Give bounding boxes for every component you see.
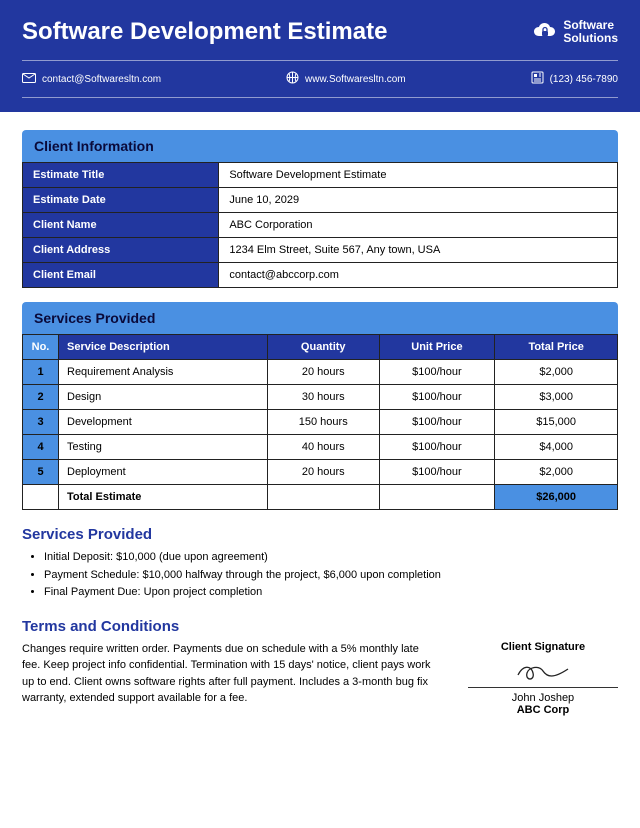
client-info-table: Estimate TitleSoftware Development Estim… (22, 162, 618, 288)
col-total: Total Price (495, 335, 618, 360)
client-info-row: Client Address1234 Elm Street, Suite 567… (23, 238, 618, 263)
col-desc: Service Description (59, 335, 268, 360)
client-info-value: June 10, 2029 (219, 188, 618, 213)
service-no: 4 (23, 435, 59, 460)
client-info-label: Client Name (23, 213, 219, 238)
payment-item: Initial Deposit: $10,000 (due upon agree… (44, 549, 618, 567)
page-title: Software Development Estimate (22, 18, 387, 46)
company-name: Software Solutions (563, 19, 618, 45)
client-info-row: Estimate TitleSoftware Development Estim… (23, 163, 618, 188)
service-desc: Testing (59, 435, 268, 460)
client-info-value: 1234 Elm Street, Suite 567, Any town, US… (219, 238, 618, 263)
service-no: 5 (23, 460, 59, 485)
globe-icon (286, 71, 299, 87)
service-total: $2,000 (495, 460, 618, 485)
signature-company: ABC Corp (468, 704, 618, 716)
total-row: Total Estimate $26,000 (23, 485, 618, 510)
service-unit: $100/hour (379, 410, 495, 435)
payments-list: Initial Deposit: $10,000 (due upon agree… (22, 549, 618, 602)
terms-text: Changes require written order. Payments … (22, 641, 440, 707)
signature-name: John Joshep (468, 692, 618, 704)
service-unit: $100/hour (379, 435, 495, 460)
service-unit: $100/hour (379, 460, 495, 485)
client-info-label: Client Email (23, 263, 219, 288)
service-row: 5Deployment20 hours$100/hour$2,000 (23, 460, 618, 485)
service-qty: 20 hours (267, 460, 379, 485)
col-qty: Quantity (267, 335, 379, 360)
service-unit: $100/hour (379, 360, 495, 385)
service-total: $15,000 (495, 410, 618, 435)
services-heading: Services Provided (22, 302, 618, 334)
service-qty: 40 hours (267, 435, 379, 460)
contact-phone: (123) 456-7890 (531, 71, 618, 87)
contact-email: contact@Softwaresltn.com (22, 72, 161, 87)
service-total: $3,000 (495, 385, 618, 410)
bottom-row: Changes require written order. Payments … (22, 641, 618, 716)
signature-scribble (468, 659, 618, 685)
contact-row: contact@Softwaresltn.com www.Softwareslt… (22, 65, 618, 93)
signature-label: Client Signature (468, 641, 618, 653)
signature-block: Client Signature John Joshep ABC Corp (468, 641, 618, 716)
payment-item: Payment Schedule: $10,000 halfway throug… (44, 567, 618, 585)
service-total: $4,000 (495, 435, 618, 460)
service-desc: Requirement Analysis (59, 360, 268, 385)
service-desc: Design (59, 385, 268, 410)
services-table: No. Service Description Quantity Unit Pr… (22, 334, 618, 510)
terms-heading: Terms and Conditions (22, 618, 618, 635)
service-row: 1Requirement Analysis20 hours$100/hour$2… (23, 360, 618, 385)
payment-item: Final Payment Due: Upon project completi… (44, 584, 618, 602)
header-divider (22, 60, 618, 61)
service-total: $2,000 (495, 360, 618, 385)
col-no: No. (23, 335, 59, 360)
header-top: Software Development Estimate Software S… (22, 18, 618, 46)
client-info-label: Estimate Date (23, 188, 219, 213)
service-row: 4Testing40 hours$100/hour$4,000 (23, 435, 618, 460)
service-row: 2Design30 hours$100/hour$3,000 (23, 385, 618, 410)
client-info-label: Client Address (23, 238, 219, 263)
service-qty: 30 hours (267, 385, 379, 410)
cloud-lock-icon (533, 22, 557, 42)
header-divider-2 (22, 97, 618, 98)
company-logo: Software Solutions (533, 19, 618, 45)
col-unit: Unit Price (379, 335, 495, 360)
client-info-value: contact@abccorp.com (219, 263, 618, 288)
service-desc: Development (59, 410, 268, 435)
total-label: Total Estimate (59, 485, 268, 510)
client-info-heading: Client Information (22, 130, 618, 162)
services-header-row: No. Service Description Quantity Unit Pr… (23, 335, 618, 360)
service-row: 3Development150 hours$100/hour$15,000 (23, 410, 618, 435)
total-value: $26,000 (495, 485, 618, 510)
service-no: 2 (23, 385, 59, 410)
phone-icon (531, 71, 544, 87)
client-info-value: Software Development Estimate (219, 163, 618, 188)
signature-line (468, 687, 618, 688)
service-desc: Deployment (59, 460, 268, 485)
service-qty: 150 hours (267, 410, 379, 435)
header: Software Development Estimate Software S… (0, 0, 640, 112)
service-no: 1 (23, 360, 59, 385)
client-info-label: Estimate Title (23, 163, 219, 188)
client-info-row: Client NameABC Corporation (23, 213, 618, 238)
client-info-row: Estimate DateJune 10, 2029 (23, 188, 618, 213)
email-icon (22, 72, 36, 87)
client-info-row: Client Emailcontact@abccorp.com (23, 263, 618, 288)
payments-heading: Services Provided (22, 526, 618, 543)
document-body: Client Information Estimate TitleSoftwar… (0, 112, 640, 734)
service-no: 3 (23, 410, 59, 435)
contact-website: www.Softwaresltn.com (286, 71, 406, 87)
client-info-value: ABC Corporation (219, 213, 618, 238)
service-qty: 20 hours (267, 360, 379, 385)
service-unit: $100/hour (379, 385, 495, 410)
